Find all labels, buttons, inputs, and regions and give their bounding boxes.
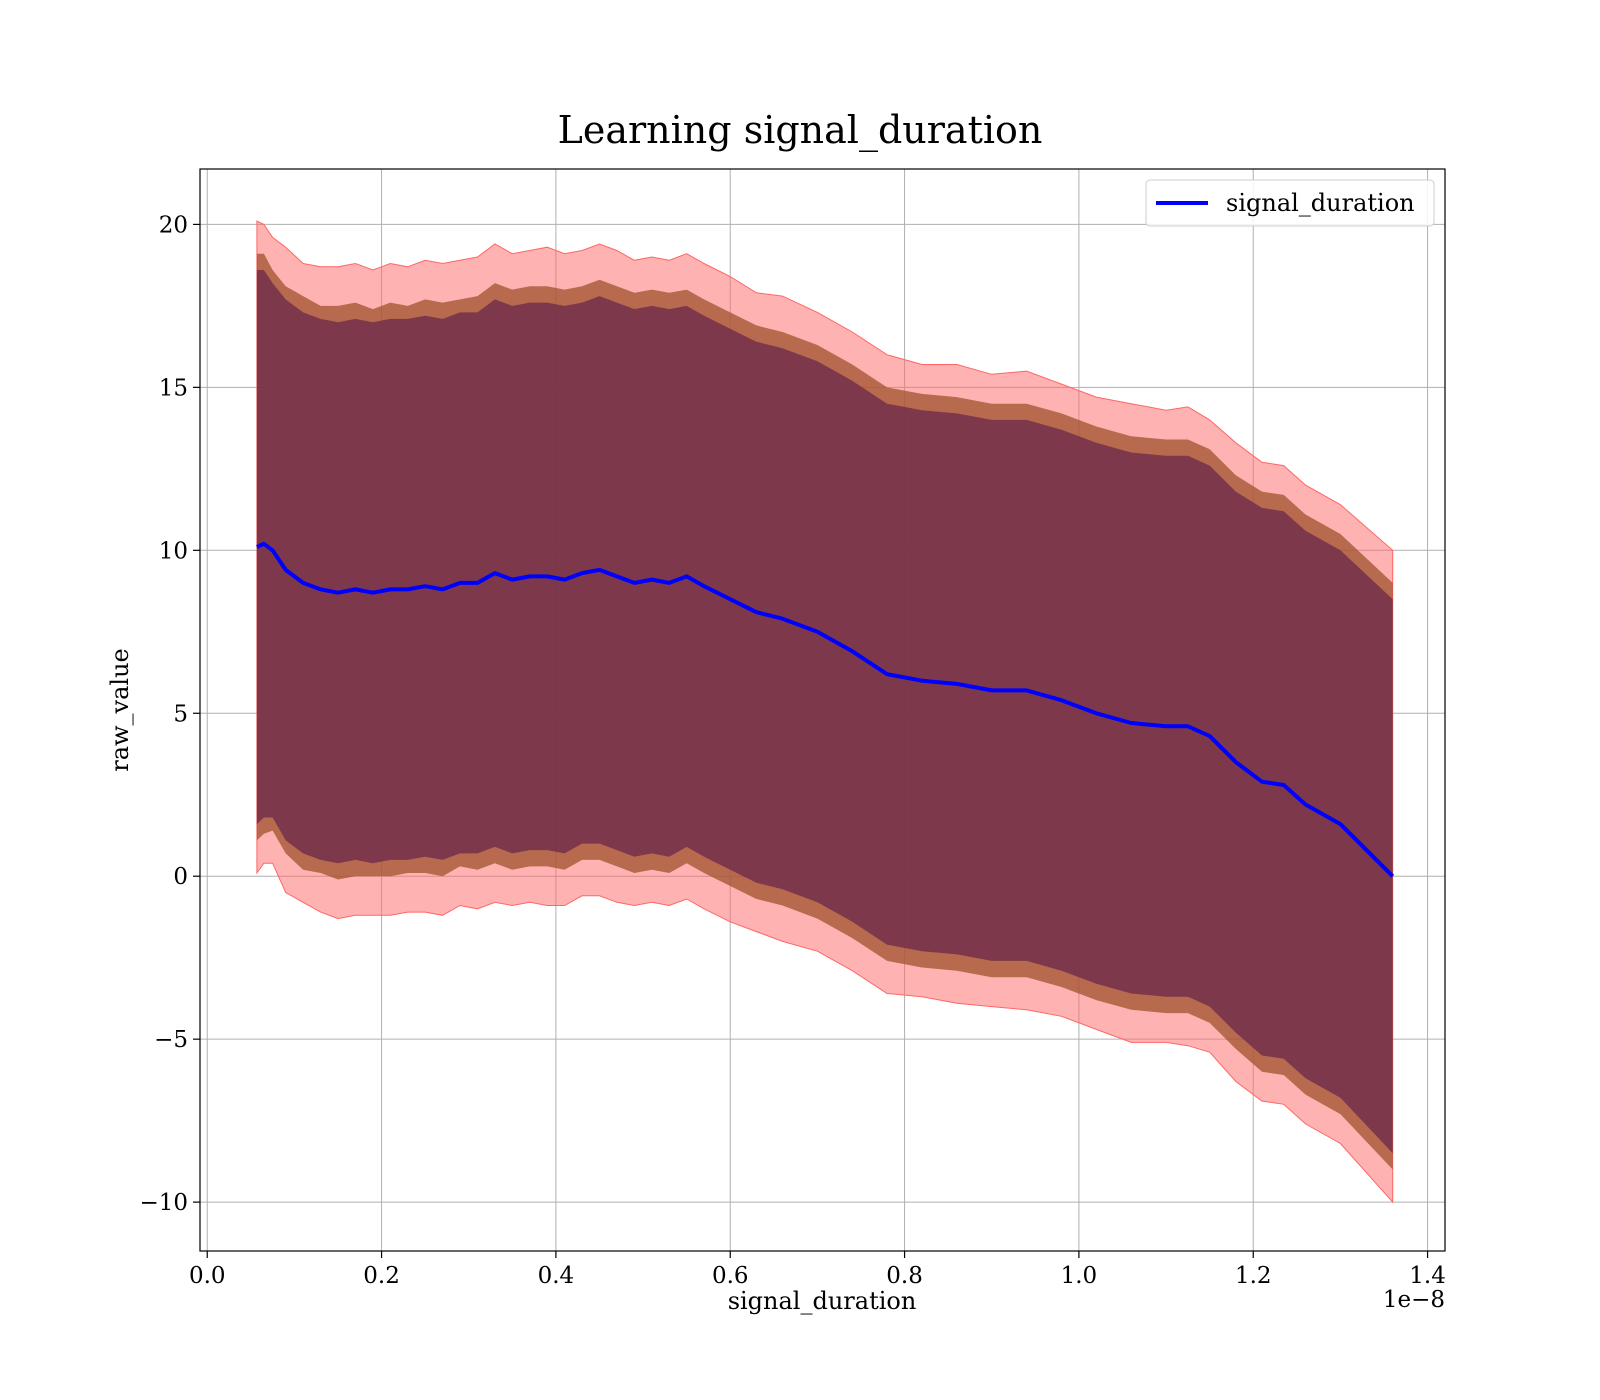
y-axis-label: raw_value: [106, 648, 134, 772]
x-tick-label: 0.0: [189, 1263, 226, 1289]
mean-line-layer: [256, 541, 1395, 878]
x-offset-label: 1e−8: [1383, 1287, 1445, 1313]
plot-frame: [199, 168, 1446, 1252]
y-tick-label: 0: [173, 864, 188, 890]
x-tick-label: 1.4: [1409, 1263, 1446, 1289]
x-tick-label: 1.0: [1061, 1263, 1098, 1289]
y-tick-label: 20: [159, 212, 188, 238]
y-tick-label: 5: [173, 701, 188, 727]
inner-confidence-band: [256, 270, 1393, 1154]
series-line-signal-duration: [256, 541, 1395, 878]
x-tick-label: 0.6: [712, 1263, 749, 1289]
x-tick-label: 1.2: [1235, 1263, 1272, 1289]
chart-title: Learning signal_duration: [558, 108, 1043, 153]
x-axis-label: signal_duration: [728, 1287, 917, 1315]
y-tick-label: 10: [159, 538, 188, 564]
y-tick-label: −10: [139, 1190, 188, 1216]
axis-ticks: 0.0 0.2 0.4 0.6 0.8 1.0 1.2 1.4 −10 −5 0 5 10 15 20: [139, 212, 1445, 1289]
y-tick-label: −5: [154, 1027, 188, 1053]
y-tick-label: 15: [159, 375, 188, 401]
x-tick-label: 0.8: [886, 1263, 923, 1289]
legend-box: [1145, 179, 1435, 227]
x-tick-label: 0.2: [363, 1263, 400, 1289]
x-tick-label: 0.4: [538, 1263, 575, 1289]
legend: signal_duration: [1145, 179, 1435, 227]
confidence-bands: [256, 220, 1394, 1204]
legend-entry-signal-duration: signal_duration: [1226, 189, 1415, 217]
